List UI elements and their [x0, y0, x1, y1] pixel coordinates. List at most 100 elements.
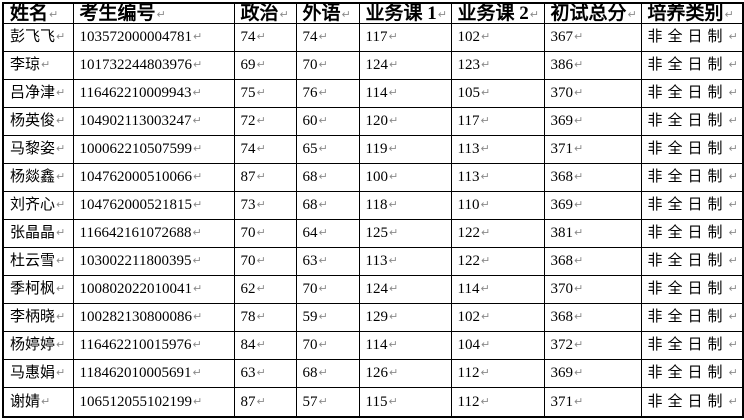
cell-training-type: 非全日制↵ [640, 331, 744, 361]
paragraph-mark-icon: ↵ [192, 226, 202, 240]
header-row: 姓名↵ 考生编号↵ 政治↵ 外语↵ 业务课 1↵ 业务课 2↵ 初试总分↵ 培养类别↵ [2, 2, 744, 24]
paragraph-mark-icon: ↵ [481, 226, 491, 240]
cell-foreign-language: 76↵ [295, 79, 360, 109]
cell-text: 非全日制 [647, 253, 728, 270]
cell-course-2: 102↵ [450, 22, 545, 53]
cell-course-1: 114↵ [358, 79, 452, 109]
paragraph-mark-icon: ↵ [389, 58, 399, 72]
cell-total-score: 369↵ [543, 107, 642, 137]
paragraph-mark-icon: ↵ [56, 338, 66, 352]
paragraph-mark-icon: ↵ [574, 338, 584, 352]
cell-text: 370 [550, 85, 574, 102]
cell-total-score: 386↵ [543, 51, 642, 81]
cell-candidate-id: 100802022010041↵ [72, 275, 235, 305]
paragraph-mark-icon: ↵ [193, 282, 203, 296]
paragraph-mark-icon: ↵ [728, 366, 738, 380]
cell-politics: 70↵ [233, 247, 297, 277]
paragraph-mark-icon: ↵ [627, 8, 637, 21]
table-body: 彭飞飞↵ 103572000004781↵ 74↵ 74↵ 117↵ 102↵ 367↵ 非全… [2, 22, 744, 418]
cell-text: 65 [302, 141, 318, 158]
table-row: 杨燚鑫↵ 104762000510066↵ 87↵ 68↵ 100↵ 113↵ 368↵ 非全… [2, 163, 744, 193]
cell-text: 100802022010041 [79, 281, 193, 298]
cell-name: 季柯枫↵ [2, 275, 74, 305]
cell-text: 123 [457, 57, 481, 74]
cell-politics: 73↵ [233, 191, 297, 221]
cell-text: 124 [365, 57, 389, 74]
cell-candidate-id: 101732244803976↵ [72, 51, 235, 81]
cell-text: 368 [550, 253, 574, 270]
paragraph-mark-icon: ↵ [728, 58, 738, 72]
cell-course-1: 124↵ [358, 275, 452, 305]
paragraph-mark-icon: ↵ [480, 394, 490, 408]
cell-text: 非全日制 [647, 169, 728, 186]
cell-politics: 69↵ [233, 51, 297, 81]
cell-training-type: 非全日制↵ [640, 275, 744, 305]
cell-text: 381 [550, 225, 574, 242]
cell-name: 杨英俊↵ [2, 107, 74, 137]
paragraph-mark-icon: ↵ [728, 86, 738, 100]
paragraph-mark-icon: ↵ [193, 394, 203, 408]
paragraph-mark-icon: ↵ [574, 114, 584, 128]
cell-course-1: 100↵ [358, 163, 452, 193]
paragraph-mark-icon: ↵ [318, 254, 328, 268]
cell-candidate-id: 100062210507599↵ [72, 135, 235, 165]
cell-course-1: 113↵ [358, 247, 452, 277]
paragraph-mark-icon: ↵ [529, 8, 539, 21]
paragraph-mark-icon: ↵ [56, 310, 66, 324]
cell-training-type: 非全日制↵ [640, 303, 744, 333]
cell-foreign-language: 60↵ [295, 107, 360, 137]
paragraph-mark-icon: ↵ [728, 254, 738, 268]
paragraph-mark-icon: ↵ [389, 366, 399, 380]
table-row: 刘齐心↵ 104762000521815↵ 73↵ 68↵ 118↵ 110↵ 369↵ 非全… [2, 191, 744, 221]
cell-text: 369 [550, 197, 574, 214]
cell-text: 74 [302, 29, 318, 46]
cell-text: 杨婷婷 [10, 337, 56, 354]
cell-politics: 74↵ [233, 135, 297, 165]
paragraph-mark-icon: ↵ [481, 310, 491, 324]
cell-text: 113 [457, 141, 480, 158]
cell-text: 87 [240, 169, 256, 186]
cell-text: 非全日制 [647, 281, 728, 298]
paragraph-mark-icon: ↵ [481, 254, 491, 268]
cell-name: 杨燚鑫↵ [2, 163, 74, 193]
paragraph-mark-icon: ↵ [318, 170, 328, 184]
paragraph-mark-icon: ↵ [318, 142, 328, 156]
paragraph-mark-icon: ↵ [192, 86, 202, 100]
cell-text: 非全日制 [647, 85, 728, 102]
cell-text: 116642161072688 [79, 225, 192, 242]
paragraph-mark-icon: ↵ [56, 198, 66, 212]
cell-text: 100062210507599 [79, 141, 193, 158]
cell-training-type: 非全日制↵ [640, 135, 744, 165]
cell-course-1: 119↵ [358, 135, 452, 165]
cell-foreign-language: 70↵ [295, 331, 360, 361]
paragraph-mark-icon: ↵ [574, 310, 584, 324]
cell-total-score: 369↵ [543, 191, 642, 221]
cell-course-2: 102↵ [450, 303, 545, 333]
cell-course-1: 117↵ [358, 22, 452, 53]
cell-politics: 70↵ [233, 219, 297, 249]
cell-training-type: 非全日制↵ [640, 163, 744, 193]
cell-foreign-language: 68↵ [295, 191, 360, 221]
cell-total-score: 371↵ [543, 387, 642, 418]
paragraph-mark-icon: ↵ [574, 198, 584, 212]
cell-course-2: 122↵ [450, 219, 545, 249]
cell-name: 杨婷婷↵ [2, 331, 74, 361]
paragraph-mark-icon: ↵ [728, 310, 738, 324]
cell-text: 非全日制 [647, 141, 728, 158]
cell-text: 初试总分 [550, 3, 627, 24]
cell-total-score: 368↵ [543, 303, 642, 333]
paragraph-mark-icon: ↵ [256, 254, 266, 268]
cell-text: 112 [457, 365, 480, 382]
paragraph-mark-icon: ↵ [256, 366, 266, 380]
paragraph-mark-icon: ↵ [388, 142, 398, 156]
cell-candidate-id: 100282130800086↵ [72, 303, 235, 333]
cell-text: 吕净津 [10, 85, 56, 102]
cell-course-1: 115↵ [358, 387, 452, 418]
cell-politics: 84↵ [233, 331, 297, 361]
cell-text: 57 [302, 393, 318, 410]
cell-text: 70 [240, 225, 256, 242]
paragraph-mark-icon: ↵ [56, 170, 66, 184]
cell-foreign-language: 57↵ [295, 387, 360, 418]
cell-text: 68 [302, 365, 318, 382]
cell-training-type: 非全日制↵ [640, 219, 744, 249]
